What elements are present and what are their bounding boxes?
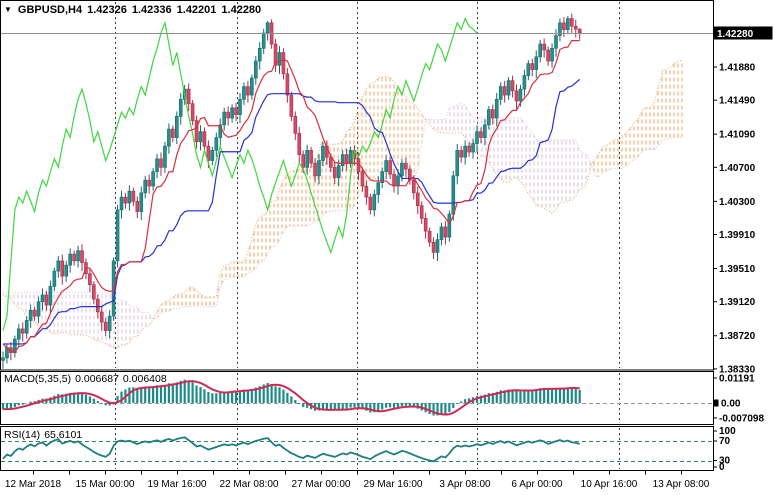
time-axis-label: 10 Apr 16:00	[581, 479, 638, 490]
macd-signal-line	[2, 380, 580, 416]
symbol-timeframe-label: GBPUSD,H4	[17, 4, 83, 16]
price-axis-label: 1.40700	[719, 163, 756, 174]
time-axis-label: 29 Mar 16:00	[364, 479, 423, 490]
rsi-value: 65.6101	[44, 429, 83, 441]
time-axis-label: 6 Apr 00:00	[511, 479, 563, 490]
price-axis-label: 1.39120	[719, 297, 756, 308]
price-axis-label: 1.38720	[719, 331, 756, 342]
time-axis-label: 13 Apr 08:00	[653, 479, 710, 490]
chikou-span-line	[2, 17, 478, 331]
current-price-badge	[713, 26, 773, 40]
price-axis[interactable]: 1.41880 1.41490 1.41090 1.40700 1.40300 1.399…	[713, 26, 773, 376]
ichimoku-lines	[2, 17, 581, 353]
price-axis-label: 1.41880	[719, 63, 756, 74]
senkou-span-b-line	[3, 102, 683, 320]
ohlc-high-value: 1.42336	[131, 4, 172, 16]
time-axis-label: 3 Apr 08:00	[439, 479, 491, 490]
time-axis-label: 19 Mar 16:00	[148, 479, 207, 490]
macd-axis[interactable]: 0.01191 0.00 -0.007098	[713, 374, 765, 425]
rsi-line	[2, 436, 580, 463]
ohlc-close-value: 1.42280	[221, 4, 262, 16]
macd-zero-marker	[713, 399, 719, 407]
price-axis-label: 1.41490	[719, 96, 756, 107]
price-axis-label: 1.39910	[719, 230, 756, 241]
macd-main-value: 0.006687	[75, 373, 119, 385]
macd-histogram	[1, 379, 581, 416]
panel-borders	[0, 0, 714, 471]
tenkan-sen-line	[2, 40, 580, 353]
rsi-indicator-label: RSI(14) 65.6101	[4, 429, 86, 441]
rsi-line-group	[2, 436, 580, 463]
rsi-axis-label: 0	[719, 462, 725, 473]
price-axis-label: 1.39510	[719, 264, 756, 275]
rsi-name: RSI(14)	[4, 429, 41, 441]
price-axis-label: 1.41090	[719, 130, 756, 141]
current-price-badge-value: 1.42280	[717, 29, 754, 40]
time-axis-label: 12 Mar 2018	[5, 479, 62, 490]
kijun-sen-line	[3, 78, 581, 345]
time-axis-label: 22 Mar 08:00	[220, 479, 279, 490]
chart-title-bar[interactable]: ▼ GBPUSD,H4 1.42326 1.42336 1.42201 1.42280	[4, 4, 261, 16]
macd-signal	[2, 380, 580, 416]
rsi-axis-label: 70	[719, 436, 731, 447]
time-axis-label: 15 Mar 00:00	[76, 479, 135, 490]
macd-indicator-label: MACD(5,35,5) 0.006687 0.006408	[4, 373, 171, 385]
price-axis-label: 1.38330	[719, 364, 756, 375]
rsi-axis-label: 100	[719, 426, 736, 437]
ohlc-open-value: 1.42326	[87, 4, 127, 16]
macd-axis-label: -0.007098	[719, 413, 764, 424]
macd-signal-value: 0.006408	[122, 373, 167, 385]
time-axis-label: 27 Mar 00:00	[292, 479, 351, 490]
ohlc-low-value: 1.42201	[176, 4, 217, 16]
senkou-span-a-line	[2, 59, 683, 349]
time-axis[interactable]: 12 Mar 2018 15 Mar 00:00 19 Mar 16:00 22 Ma…	[5, 470, 710, 491]
macd-name: MACD(5,35,5)	[4, 373, 72, 385]
rsi-axis-label: 30	[719, 456, 731, 467]
macd-axis-label: 0.01191	[719, 374, 755, 385]
price-axis-label: 1.40300	[719, 197, 756, 208]
macd-axis-label: 0.00	[721, 399, 741, 410]
chart-dropdown-icon[interactable]: ▼	[4, 5, 12, 14]
